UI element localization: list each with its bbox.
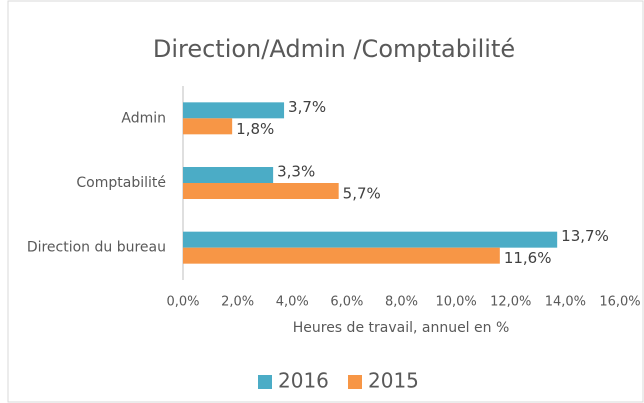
bar	[183, 247, 500, 264]
bar	[183, 167, 274, 183]
value-label: 13,7%	[561, 227, 609, 245]
legend-label: 2016	[278, 369, 329, 393]
bar	[183, 118, 233, 135]
x-tick-label: 14,0%	[545, 295, 586, 310]
x-tick-label: 8,0%	[385, 295, 418, 310]
bar	[183, 231, 558, 248]
x-tick-label: 6,0%	[330, 295, 363, 310]
x-tick-label: 2,0%	[221, 295, 254, 310]
category-label: Direction du bureau	[27, 240, 166, 256]
x-tick-label: 4,0%	[276, 295, 309, 310]
x-tick-label: 0,0%	[166, 295, 199, 310]
chart-title: Direction/Admin /Comptabilité	[153, 35, 515, 63]
x-axis-title: Heures de travail, annuel en %	[293, 320, 510, 336]
legend-label: 2015	[368, 369, 419, 393]
x-tick-label: 16,0%	[599, 295, 640, 310]
value-label: 5,7%	[343, 185, 381, 203]
value-label: 3,7%	[288, 98, 326, 116]
x-tick-label: 10,0%	[435, 295, 476, 310]
chart-border	[7, 0, 644, 403]
value-label: 11,6%	[504, 249, 552, 267]
legend-swatch	[348, 375, 362, 389]
category-label: Comptabilité	[76, 175, 166, 191]
bar	[183, 102, 285, 119]
category-label: Admin	[121, 110, 166, 126]
bar	[183, 183, 339, 199]
legend-swatch	[258, 375, 272, 389]
x-tick-label: 12,0%	[490, 295, 531, 310]
value-label: 1,8%	[236, 120, 274, 138]
value-label: 3,3%	[277, 163, 315, 181]
